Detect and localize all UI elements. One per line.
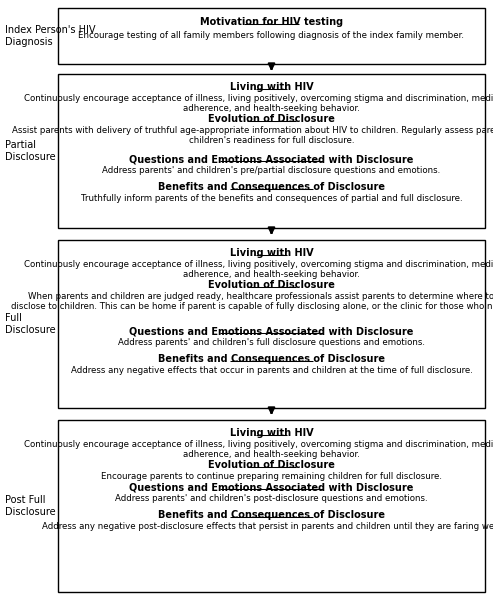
Bar bbox=[58, 8, 485, 64]
Text: Address parents' and children's post-disclosure questions and emotions.: Address parents' and children's post-dis… bbox=[115, 494, 428, 503]
Text: Continuously encourage acceptance of illness, living positively, overcoming stig: Continuously encourage acceptance of ill… bbox=[24, 260, 493, 280]
Text: Address any negative post-disclosure effects that persist in parents and childre: Address any negative post-disclosure eff… bbox=[42, 522, 493, 531]
Bar bbox=[58, 420, 485, 592]
Text: Partial
Disclosure: Partial Disclosure bbox=[5, 140, 56, 162]
Text: Benefits and Consequences of Disclosure: Benefits and Consequences of Disclosure bbox=[158, 510, 385, 520]
Text: Benefits and Consequences of Disclosure: Benefits and Consequences of Disclosure bbox=[158, 354, 385, 364]
Text: Evolution of Disclosure: Evolution of Disclosure bbox=[208, 460, 335, 470]
Text: Encourage testing of all family members following diagnosis of the index family : Encourage testing of all family members … bbox=[78, 31, 464, 40]
Text: Address parents' and children's full disclosure questions and emotions.: Address parents' and children's full dis… bbox=[118, 338, 425, 347]
Bar bbox=[58, 74, 485, 228]
Text: Motivation for HIV testing: Motivation for HIV testing bbox=[200, 17, 343, 27]
Text: Encourage parents to continue preparing remaining children for full disclosure.: Encourage parents to continue preparing … bbox=[101, 472, 442, 481]
Text: Address parents' and children's pre/partial disclosure questions and emotions.: Address parents' and children's pre/part… bbox=[103, 166, 441, 175]
Text: Continuously encourage acceptance of illness, living positively, overcoming stig: Continuously encourage acceptance of ill… bbox=[24, 94, 493, 113]
Text: Address any negative effects that occur in parents and children at the time of f: Address any negative effects that occur … bbox=[70, 366, 472, 375]
Text: Index Person's HIV
Diagnosis: Index Person's HIV Diagnosis bbox=[5, 25, 96, 47]
Text: Benefits and Consequences of Disclosure: Benefits and Consequences of Disclosure bbox=[158, 182, 385, 192]
Text: Truthfully inform parents of the benefits and consequences of partial and full d: Truthfully inform parents of the benefit… bbox=[81, 194, 462, 203]
Text: Living with HIV: Living with HIV bbox=[230, 248, 314, 258]
Text: Full
Disclosure: Full Disclosure bbox=[5, 313, 56, 335]
Text: Living with HIV: Living with HIV bbox=[230, 428, 314, 438]
Text: Evolution of Disclosure: Evolution of Disclosure bbox=[208, 280, 335, 290]
Text: Living with HIV: Living with HIV bbox=[230, 82, 314, 92]
Text: When parents and children are judged ready, healthcare professionals assist pare: When parents and children are judged rea… bbox=[10, 292, 493, 311]
Text: Questions and Emotions Associated with Disclosure: Questions and Emotions Associated with D… bbox=[129, 326, 414, 336]
Text: Questions and Emotions Associated with Disclosure: Questions and Emotions Associated with D… bbox=[129, 482, 414, 492]
Text: Questions and Emotions Associated with Disclosure: Questions and Emotions Associated with D… bbox=[129, 154, 414, 164]
Text: Evolution of Disclosure: Evolution of Disclosure bbox=[208, 114, 335, 124]
Text: Post Full
Disclosure: Post Full Disclosure bbox=[5, 495, 56, 517]
Text: Continuously encourage acceptance of illness, living positively, overcoming stig: Continuously encourage acceptance of ill… bbox=[24, 440, 493, 460]
Text: Assist parents with delivery of truthful age-appropriate information about HIV t: Assist parents with delivery of truthful… bbox=[12, 126, 493, 145]
Bar bbox=[58, 240, 485, 408]
